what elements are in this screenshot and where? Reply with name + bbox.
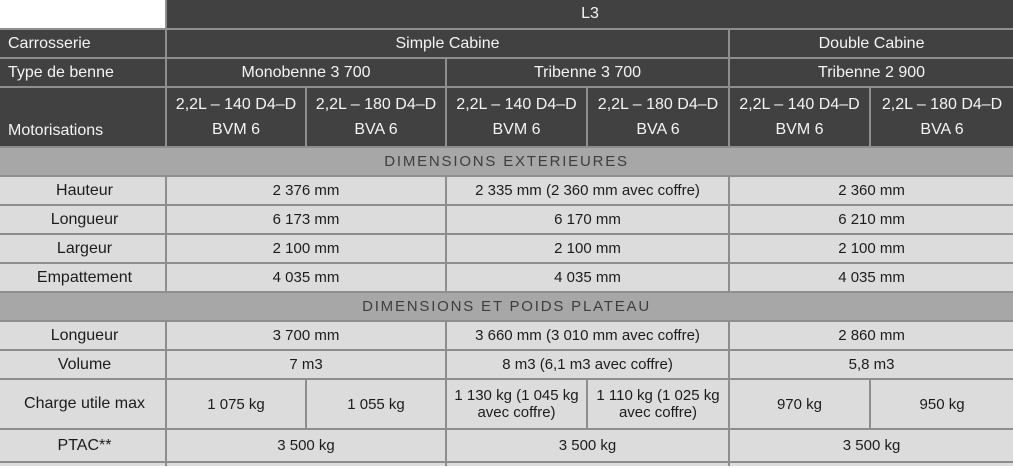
row-label: Charge utile max [0, 378, 167, 430]
row-label: Longueur [0, 204, 167, 235]
value-cell: 7 m3 [165, 349, 447, 380]
value-cell: 2 100 mm [727, 233, 1013, 264]
value-cell: 4 035 mm [165, 262, 447, 293]
motorisation-cell-1: 2,2L – 140 D4–D BVM 6 [165, 86, 307, 148]
truncated-next-row [0, 461, 1013, 466]
value-cell: 2 376 mm [165, 175, 447, 206]
value-cell: 970 kg [728, 378, 871, 430]
value-cell: 2 335 mm (2 360 mm avec coffre) [445, 175, 730, 206]
largeur-row: Largeur 2 100 mm 2 100 mm 2 100 mm [0, 233, 1013, 264]
row-label: PTAC** [0, 428, 167, 463]
motorisations-label: Motorisations [0, 86, 167, 148]
longueur-ext-row: Longueur 6 173 mm 6 170 mm 6 210 mm [0, 204, 1013, 235]
volume-row: Volume 7 m3 8 m3 (6,1 m3 avec coffre) 5,… [0, 349, 1013, 380]
motorisation-cell-4: 2,2L – 180 D4–D BVA 6 [586, 86, 730, 148]
value-cell: 950 kg [868, 378, 1013, 430]
empty-corner-cell [0, 0, 167, 30]
truncated-cell [445, 461, 730, 466]
value-cell: 5,8 m3 [727, 349, 1013, 380]
row-label: Hauteur [0, 175, 167, 206]
value-cell: 3 500 kg [165, 428, 447, 463]
motorisation-cell-3: 2,2L – 140 D4–D BVM 6 [445, 86, 588, 148]
benne-tribenne-3700-cell: Tribenne 3 700 [445, 57, 730, 88]
longueur-plateau-row: Longueur 3 700 mm 3 660 mm (3 010 mm ave… [0, 320, 1013, 351]
engine-label: 2,2L – 140 D4–D [456, 96, 577, 113]
truncated-cell [0, 461, 167, 466]
gearbox-label: BVM 6 [775, 121, 824, 138]
size-label-cell: L3 [164, 0, 1013, 30]
empattement-row: Empattement 4 035 mm 4 035 mm 4 035 mm [0, 262, 1013, 293]
benne-monobenne-cell: Monobenne 3 700 [165, 57, 447, 88]
value-cell: 6 210 mm [727, 204, 1013, 235]
value-cell: 2 360 mm [727, 175, 1013, 206]
value-cell: 3 500 kg [445, 428, 730, 463]
row-label: Volume [0, 349, 167, 380]
hauteur-row: Hauteur 2 376 mm 2 335 mm (2 360 mm avec… [0, 175, 1013, 206]
row-label: Longueur [0, 320, 167, 351]
motorisation-cell-5: 2,2L – 140 D4–D BVM 6 [728, 86, 871, 148]
section-title: DIMENSIONS EXTERIEURES [0, 146, 1013, 177]
value-cell: 3 660 mm (3 010 mm avec coffre) [445, 320, 730, 351]
motorisations-row: Motorisations 2,2L – 140 D4–D BVM 6 2,2L… [0, 86, 1013, 148]
value-cell: 2 860 mm [727, 320, 1013, 351]
engine-label: 2,2L – 180 D4–D [315, 96, 437, 113]
value-cell: 6 173 mm [165, 204, 447, 235]
value-cell: 1 130 kg (1 045 kg avec coffre) [445, 378, 588, 430]
truncated-cell [165, 461, 447, 466]
gearbox-label: BVM 6 [492, 121, 541, 138]
ptac-row: PTAC** 3 500 kg 3 500 kg 3 500 kg [0, 428, 1013, 463]
value-cell: 1 075 kg [165, 378, 307, 430]
truncated-cell [727, 461, 1013, 466]
gearbox-label: BVA 6 [636, 121, 680, 138]
value-cell: 6 170 mm [445, 204, 730, 235]
row-label: Largeur [0, 233, 167, 264]
section-dimensions-poids-plateau: DIMENSIONS ET POIDS PLATEAU [0, 291, 1013, 322]
carrosserie-label: Carrosserie [0, 28, 167, 59]
value-cell: 1 055 kg [305, 378, 447, 430]
engine-label: 2,2L – 140 D4–D [175, 96, 297, 113]
charge-utile-row: Charge utile max 1 075 kg 1 055 kg 1 130… [0, 378, 1013, 430]
section-title: DIMENSIONS ET POIDS PLATEAU [0, 291, 1013, 322]
row-label: Empattement [0, 262, 167, 293]
value-cell: 4 035 mm [727, 262, 1013, 293]
motorisation-cell-2: 2,2L – 180 D4–D BVA 6 [305, 86, 447, 148]
value-cell: 3 700 mm [165, 320, 447, 351]
type-de-benne-row: Type de benne Monobenne 3 700 Tribenne 3… [0, 57, 1013, 88]
section-dimensions-exterieures: DIMENSIONS EXTERIEURES [0, 146, 1013, 177]
carrosserie-double-cabine-cell: Double Cabine [727, 28, 1013, 59]
engine-label: 2,2L – 140 D4–D [739, 96, 860, 113]
value-cell: 4 035 mm [445, 262, 730, 293]
gearbox-label: BVA 6 [354, 121, 398, 138]
engine-label: 2,2L – 180 D4–D [597, 96, 719, 113]
size-row: L3 [0, 0, 1013, 30]
carrosserie-simple-cabine-cell: Simple Cabine [165, 28, 730, 59]
type-de-benne-label: Type de benne [0, 57, 167, 88]
value-cell: 2 100 mm [445, 233, 730, 264]
value-cell: 8 m3 (6,1 m3 avec coffre) [445, 349, 730, 380]
value-cell: 1 110 kg (1 025 kg avec coffre) [586, 378, 730, 430]
motorisation-cell-6: 2,2L – 180 D4–D BVA 6 [868, 86, 1013, 148]
benne-tribenne-2900-cell: Tribenne 2 900 [727, 57, 1013, 88]
value-cell: 2 100 mm [165, 233, 447, 264]
carrosserie-row: Carrosserie Simple Cabine Double Cabine [0, 28, 1013, 59]
gearbox-label: BVM 6 [211, 121, 260, 138]
engine-label: 2,2L – 180 D4–D [881, 96, 1003, 113]
gearbox-label: BVA 6 [920, 121, 964, 138]
value-cell: 3 500 kg [727, 428, 1013, 463]
